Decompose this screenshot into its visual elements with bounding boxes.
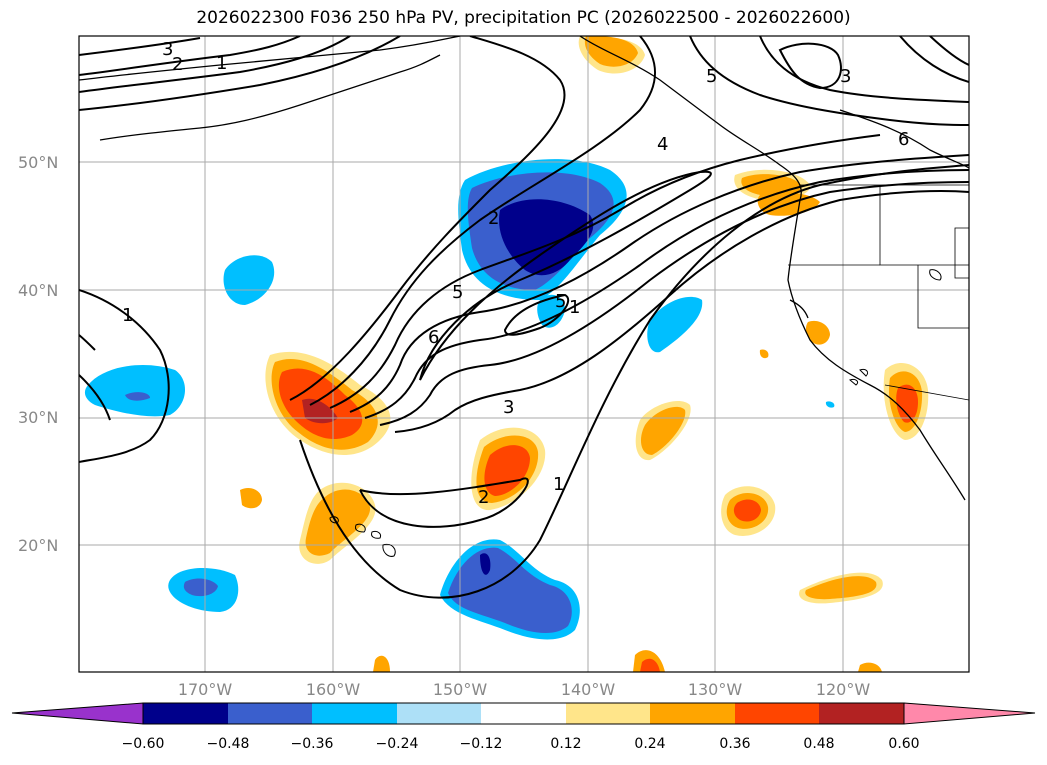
lon-label: 130°W xyxy=(687,680,743,699)
pv-contour-label: 3 xyxy=(840,66,851,87)
colorbar-cell xyxy=(312,703,397,724)
pv-contour-3 xyxy=(289,36,566,401)
precip-negative-anomalies xyxy=(84,159,835,640)
us-west-coast xyxy=(787,199,966,501)
pv-contour-label: 1 xyxy=(122,305,133,326)
pv-contour-jet-4 xyxy=(394,189,969,433)
pv-contour-east-lobe xyxy=(689,36,969,126)
colorbar-cell xyxy=(397,703,481,724)
pv-contour-label: 6 xyxy=(428,327,439,348)
pv-contour-4 xyxy=(309,36,656,406)
colorbar xyxy=(11,702,1036,725)
graticule xyxy=(79,36,969,672)
islands xyxy=(329,269,942,557)
colorbar-cell xyxy=(650,703,735,724)
pv-contour-jet-1 xyxy=(349,154,969,413)
pv-contour-label: 1 xyxy=(569,297,580,318)
pv-contours xyxy=(79,36,969,599)
pv-contour-north-1 xyxy=(79,37,201,56)
colorbar-tick-label: −0.60 xyxy=(121,736,165,752)
pv-contour-2-west xyxy=(79,374,111,421)
pv-contour-label: 1 xyxy=(553,474,564,495)
colorbar-tick-label: −0.24 xyxy=(375,736,419,752)
map-title: 2026022300 F036 250 hPa PV, precipitatio… xyxy=(196,8,851,28)
lon-label: 120°W xyxy=(815,680,871,699)
lon-label: 160°W xyxy=(305,680,361,699)
lat-label: 30°N xyxy=(18,408,59,427)
pv-contour-label: 6 xyxy=(898,129,909,150)
lon-label: 150°W xyxy=(432,680,488,699)
borders xyxy=(788,184,969,401)
colorbar-tick-label: 0.12 xyxy=(550,736,582,752)
colorbar-cell xyxy=(143,703,228,724)
pv-contour-1-west xyxy=(79,289,170,463)
alaska-coast xyxy=(79,36,461,81)
pv-contour-label: 2 xyxy=(172,54,183,75)
canada-coast xyxy=(579,36,802,201)
colorbar-tick-label: −0.12 xyxy=(459,736,503,752)
pv-contour-label: 2 xyxy=(488,208,499,229)
lat-label: 50°N xyxy=(18,153,59,172)
colorbar-cell xyxy=(735,703,819,724)
pv-contour-label: 5 xyxy=(706,66,717,87)
pv-contour-label-group: 1 1 2 2 3 3 4 5 5 6 6 1 5 1 2 3 xyxy=(122,39,909,508)
colorbar-tick-label: 0.48 xyxy=(803,736,835,752)
colorbar-cell xyxy=(566,703,650,724)
lon-label: 170°W xyxy=(177,680,233,699)
colorbar-tick-label: 0.60 xyxy=(888,736,920,752)
pv-contour-label: 4 xyxy=(657,134,668,155)
lat-label: 20°N xyxy=(18,536,59,555)
pv-contour-small-loop xyxy=(503,293,570,336)
lon-label: 140°W xyxy=(560,680,616,699)
pv-contour-2-ridge xyxy=(359,477,529,528)
pv-contour-jet-2 xyxy=(364,169,969,419)
pv-contour-1-ridge xyxy=(299,164,969,599)
precip-positive-anomalies xyxy=(240,36,929,672)
colorbar-tick-label: 0.36 xyxy=(719,736,751,752)
pv-contour-label: 5 xyxy=(555,291,566,312)
plot-area: 1 1 2 2 3 3 4 5 5 6 6 1 5 1 2 3 xyxy=(79,36,969,672)
colorbar-cell xyxy=(228,703,312,724)
colorbar-extend-low xyxy=(11,702,144,725)
plot-frame xyxy=(78,35,970,673)
pv-contour-jet-3 xyxy=(379,181,969,426)
colorbar-cell xyxy=(481,703,566,724)
colorbar-extend-high xyxy=(903,702,1036,725)
pv-contour-label: 2 xyxy=(478,487,489,508)
colorbar-cell xyxy=(819,703,904,724)
pv-contour-label: 3 xyxy=(162,39,173,60)
pv-contour-label: 1 xyxy=(216,53,227,74)
lat-label: 40°N xyxy=(18,281,59,300)
pv-contour-label: 3 xyxy=(503,397,514,418)
colorbar-tick-label: −0.48 xyxy=(206,736,250,752)
coastlines xyxy=(79,36,969,501)
colorbar-tick-label: −0.36 xyxy=(290,736,334,752)
pv-contour-inner-loop xyxy=(419,170,712,381)
colorbar-frame xyxy=(142,702,905,725)
colorbar-tick-label: 0.24 xyxy=(634,736,666,752)
pv-contour-label: 5 xyxy=(452,282,463,303)
